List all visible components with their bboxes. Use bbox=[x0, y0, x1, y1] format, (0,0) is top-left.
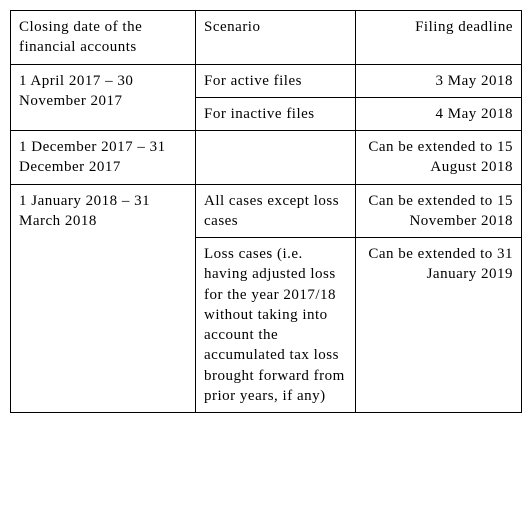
header-closing-date: Closing date of the financial accounts bbox=[11, 11, 196, 65]
header-filing-deadline: Filing deadline bbox=[356, 11, 522, 65]
cell-scenario: All cases except loss cases bbox=[196, 184, 356, 238]
filing-deadline-table: Closing date of the financial accounts S… bbox=[10, 10, 522, 413]
cell-scenario: Loss cases (i.e. having adjusted loss fo… bbox=[196, 238, 356, 413]
header-scenario: Scenario bbox=[196, 11, 356, 65]
table-row: 1 January 2018 – 31 March 2018 All cases… bbox=[11, 184, 522, 238]
cell-scenario: For active files bbox=[196, 64, 356, 97]
cell-closing-date: 1 December 2017 – 31 December 2017 bbox=[11, 131, 196, 185]
table-row: 1 December 2017 – 31 December 2017 Can b… bbox=[11, 131, 522, 185]
cell-closing-date: 1 April 2017 – 30 November 2017 bbox=[11, 64, 196, 131]
cell-deadline: Can be extended to 15 August 2018 bbox=[356, 131, 522, 185]
cell-deadline: 3 May 2018 bbox=[356, 64, 522, 97]
table-header-row: Closing date of the financial accounts S… bbox=[11, 11, 522, 65]
cell-scenario bbox=[196, 131, 356, 185]
cell-deadline: 4 May 2018 bbox=[356, 97, 522, 130]
table-row: 1 April 2017 – 30 November 2017 For acti… bbox=[11, 64, 522, 97]
cell-closing-date: 1 January 2018 – 31 March 2018 bbox=[11, 184, 196, 413]
cell-scenario: For inactive files bbox=[196, 97, 356, 130]
cell-deadline: Can be extended to 15 November 2018 bbox=[356, 184, 522, 238]
cell-deadline: Can be extended to 31 January 2019 bbox=[356, 238, 522, 413]
